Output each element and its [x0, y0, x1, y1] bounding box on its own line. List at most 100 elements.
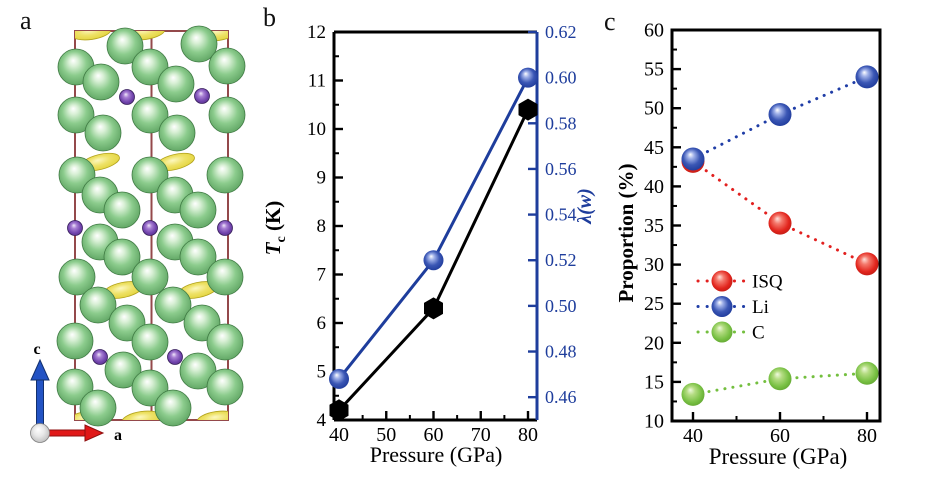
b-x-axis-title: Pressure (GPa) — [370, 442, 503, 467]
b-left-tick-label: 11 — [308, 71, 326, 92]
b-right-tick-label: 0.62 — [545, 22, 577, 42]
purple-atom — [92, 349, 108, 365]
green-atom — [179, 238, 217, 276]
tc-data-point — [329, 399, 349, 422]
c-data-point — [855, 361, 879, 385]
legend-label-li: Li — [752, 297, 769, 318]
tc-data-point — [518, 98, 538, 121]
b-left-tick-label: 10 — [307, 119, 326, 140]
green-atom — [103, 191, 141, 229]
green-atom — [131, 156, 169, 194]
yellow-isq-blob — [75, 31, 112, 41]
green-atom — [208, 96, 246, 134]
c-axis-arrow — [36, 377, 44, 429]
green-atom — [84, 114, 122, 152]
c-y-tick-label: 50 — [644, 98, 664, 120]
isq-data-point — [855, 252, 879, 276]
green-atom — [206, 323, 244, 361]
b-right-tick-label: 0.46 — [545, 387, 577, 407]
lambda-data-point — [423, 250, 444, 271]
c-y-tick-label: 25 — [644, 293, 664, 315]
c-y-tick-label: 20 — [644, 332, 664, 354]
c-x-tick-label: 40 — [683, 425, 703, 447]
green-atom — [56, 368, 94, 406]
b-right-tick-label: 0.52 — [545, 250, 577, 270]
legend-marker-c — [711, 321, 733, 343]
c-data-point — [681, 382, 705, 406]
b-left-axis-title: Tc (K) — [261, 201, 289, 256]
li-data-point — [855, 65, 879, 89]
panel-c-label: c — [604, 7, 616, 36]
b-x-tick-label: 70 — [471, 424, 491, 446]
b-right-tick-label: 0.60 — [545, 68, 577, 88]
b-left-tick-label: 5 — [317, 362, 327, 383]
a-axis-arrowhead — [84, 424, 105, 442]
b-right-tick-label: 0.54 — [545, 205, 577, 225]
legend-label-c: C — [752, 323, 765, 344]
purple-atom — [194, 88, 210, 104]
li-data-point — [768, 102, 792, 126]
c-y-axis-title: Proportion (%) — [614, 163, 638, 302]
green-atom — [131, 323, 169, 361]
green-atom — [208, 47, 246, 85]
b-left-tick-label: 8 — [317, 216, 327, 237]
yellow-isq-blob — [196, 410, 228, 420]
green-atom — [131, 96, 169, 134]
crystal-axes-widget: ca — [30, 341, 122, 444]
legend-label-isq: ISQ — [752, 272, 783, 293]
green-atom — [56, 322, 94, 360]
li-data-point — [681, 147, 705, 171]
lambda-line — [337, 76, 530, 380]
green-atom — [154, 389, 192, 427]
origin-sphere — [30, 423, 50, 443]
c-y-tick-label: 45 — [644, 137, 664, 159]
green-atom — [154, 286, 192, 324]
tc-data-point — [424, 297, 443, 320]
green-atom — [179, 191, 217, 229]
c-y-tick-label: 30 — [644, 254, 664, 276]
legend-marker-li — [711, 296, 733, 317]
green-atom — [104, 351, 142, 389]
green-atom — [158, 114, 196, 152]
green-atom — [206, 156, 244, 194]
green-atom — [79, 286, 117, 324]
purple-atom — [217, 220, 233, 236]
c-y-tick-label: 10 — [644, 411, 664, 433]
b-left-tick-label: 12 — [307, 22, 326, 43]
isq-data-point — [768, 211, 792, 235]
purple-atom — [67, 220, 83, 236]
green-atom — [180, 25, 218, 63]
panel-b-chart: 4 5 6 7 8 9 10 11 12 0.46 0.48 0.50 0.52 0.54 0.56 0.58… — [261, 22, 596, 467]
b-right-tick-label: 0.48 — [545, 342, 577, 362]
b-right-tick-label: 0.50 — [545, 296, 577, 316]
c-x-tick-label: 60 — [770, 425, 790, 447]
c-y-tick-label: 15 — [644, 371, 664, 393]
b-x-tick-label: 50 — [376, 424, 396, 446]
green-atom — [58, 258, 96, 296]
b-right-tick-label: 0.58 — [545, 113, 577, 133]
green-atom — [103, 238, 141, 276]
c-legend: ISQ Li C — [696, 270, 783, 344]
b-left-tick-label: 4 — [317, 410, 327, 431]
c-x-axis-title: Pressure (GPa) — [709, 444, 848, 469]
b-left-tick-label: 9 — [317, 168, 327, 189]
panel-a-structure: ca — [30, 25, 246, 444]
panel-c-chart: 10 15 20 25 30 35 40 45 50 55 60 40 60 80 Pressure (GP… — [614, 20, 882, 469]
panel-b-label: b — [263, 3, 276, 32]
lambda-data-point — [518, 67, 538, 88]
b-x-tick-label: 60 — [424, 424, 444, 446]
c-y-tick-label: 35 — [644, 215, 664, 237]
purple-atom — [142, 220, 158, 236]
purple-atom — [119, 89, 135, 105]
b-right-tick-label: 0.56 — [545, 159, 577, 179]
legend-marker-isq — [711, 270, 733, 292]
green-atom — [106, 27, 144, 65]
green-atom — [131, 258, 169, 296]
c-y-tick-label: 55 — [644, 59, 664, 81]
c-axis-label: c — [33, 341, 40, 358]
c-y-tick-label: 40 — [644, 176, 664, 198]
c-x-tick-label: 80 — [857, 425, 877, 447]
panel-a-label: a — [20, 6, 32, 35]
